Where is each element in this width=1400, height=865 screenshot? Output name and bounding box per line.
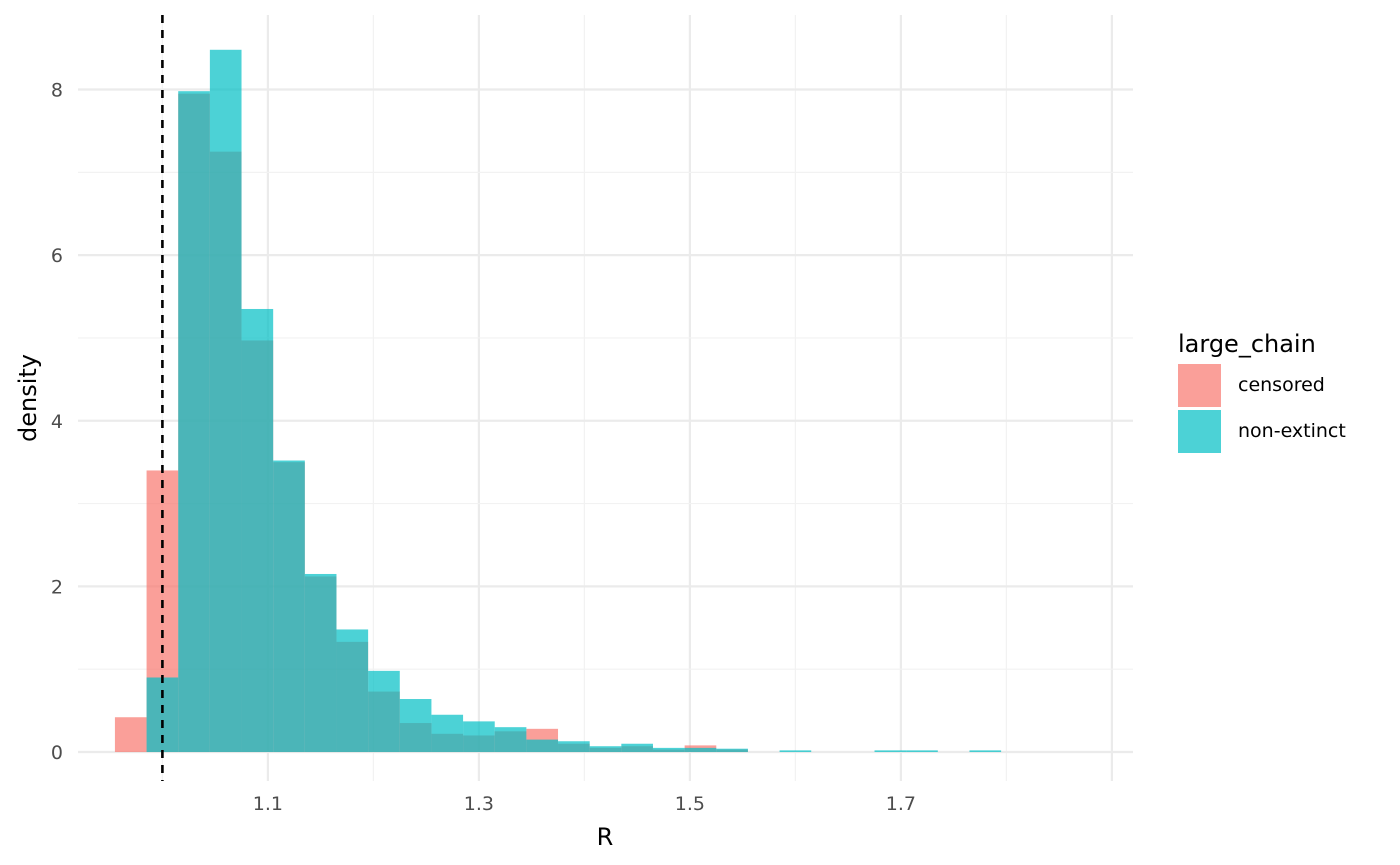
x-tick-label: 1.3 xyxy=(464,793,494,815)
legend-label-censored: censored xyxy=(1238,374,1325,396)
bar-non-extinct xyxy=(463,721,495,753)
bar-non-extinct xyxy=(336,629,369,753)
bar-non-extinct xyxy=(241,308,274,753)
bar-non-extinct xyxy=(304,573,337,753)
legend-title: large_chain xyxy=(1178,330,1316,358)
x-axis-ticks: 1.1 1.3 1.5 1.7 xyxy=(253,793,916,815)
y-tick-label: 6 xyxy=(51,245,63,267)
legend-key-censored xyxy=(1178,363,1221,407)
bar-non-extinct xyxy=(494,727,527,753)
y-tick-label: 2 xyxy=(51,576,63,598)
x-tick-label: 1.1 xyxy=(253,793,283,815)
bar-censored xyxy=(114,717,147,753)
legend-label-non-extinct: non-extinct xyxy=(1238,420,1346,442)
legend-item-non-extinct: non-extinct xyxy=(1178,408,1346,454)
bar-non-extinct xyxy=(209,49,242,753)
bar-non-extinct xyxy=(368,670,400,753)
bar-non-extinct xyxy=(779,750,812,753)
bar-non-extinct xyxy=(716,748,748,753)
legend-item-censored: censored xyxy=(1178,362,1346,408)
bar-non-extinct xyxy=(969,750,1002,753)
x-axis-title: R xyxy=(597,823,614,851)
x-tick-label: 1.5 xyxy=(675,793,705,815)
bar-non-extinct xyxy=(526,739,559,753)
y-tick-label: 0 xyxy=(51,742,63,764)
bar-non-extinct xyxy=(589,746,622,753)
y-axis-ticks: 0 2 4 6 8 xyxy=(51,80,63,764)
legend-key-non-extinct xyxy=(1178,409,1221,453)
bar-non-extinct xyxy=(652,747,685,753)
y-tick-label: 8 xyxy=(51,80,63,102)
bar-non-extinct xyxy=(684,747,717,753)
y-axis-title: density xyxy=(14,354,42,442)
y-tick-label: 4 xyxy=(51,411,63,433)
bar-non-extinct xyxy=(621,743,653,753)
bar-non-extinct xyxy=(906,750,938,753)
bar-non-extinct xyxy=(874,750,907,753)
bar-non-extinct xyxy=(178,91,210,753)
bar-non-extinct xyxy=(558,741,590,753)
legend: large_chain censored non-extinct xyxy=(1178,326,1346,454)
bar-non-extinct xyxy=(431,714,464,753)
x-tick-label: 1.7 xyxy=(886,793,916,815)
bar-non-extinct xyxy=(273,460,305,753)
histogram-bars xyxy=(114,49,1002,753)
bar-non-extinct xyxy=(399,699,432,753)
